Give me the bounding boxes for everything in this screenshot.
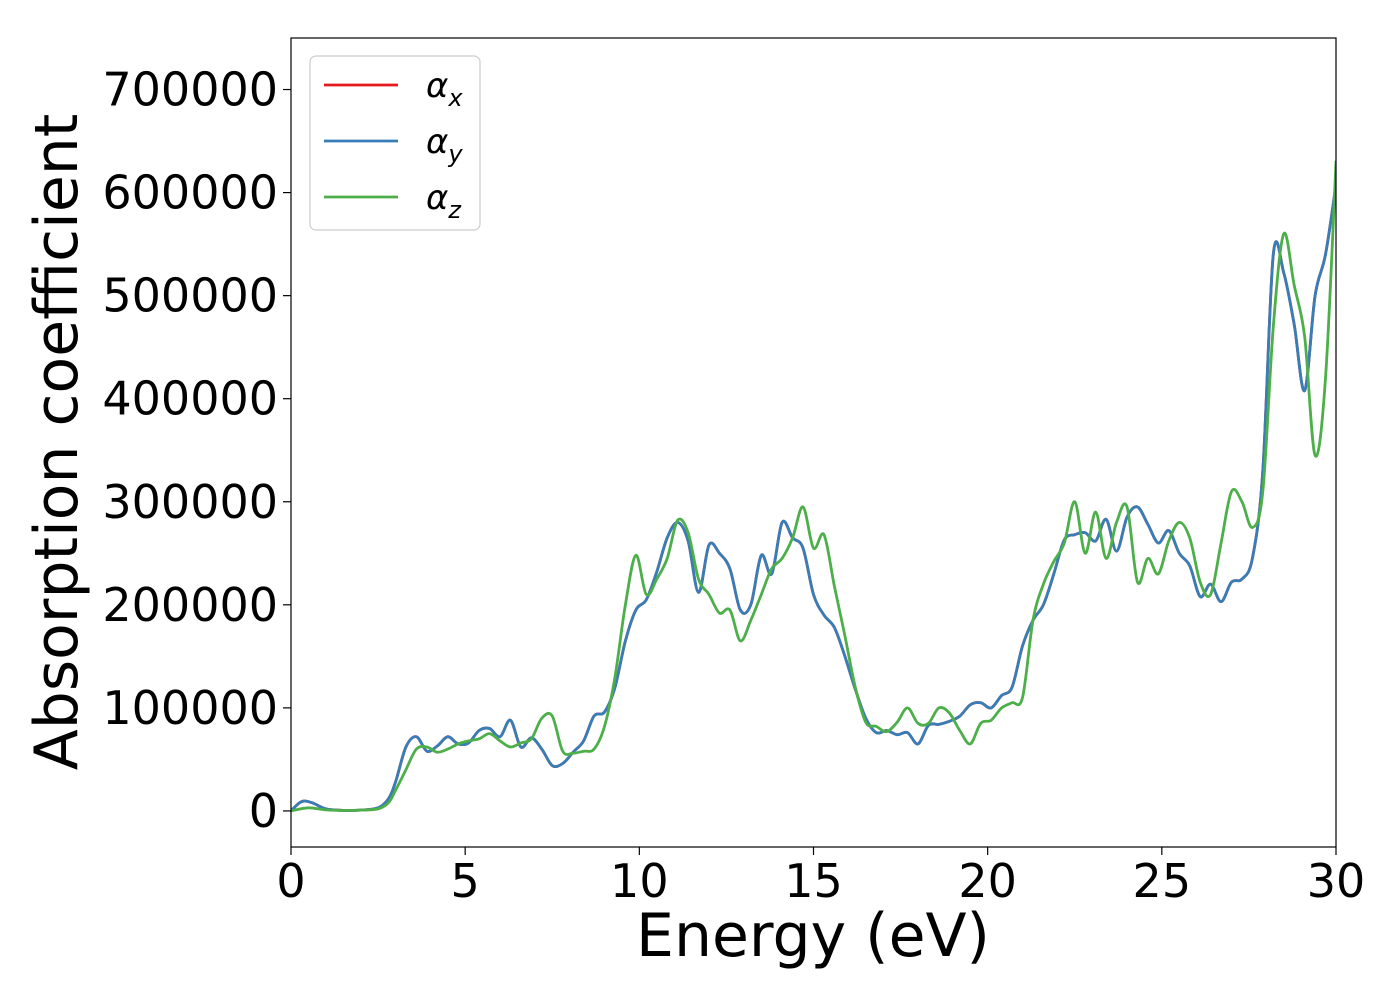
y-tick-label: 0 xyxy=(249,784,278,838)
x-axis-title: Energy (eV) xyxy=(636,901,990,971)
series-line-y xyxy=(291,182,1336,813)
legend-label-x: αx xyxy=(426,66,463,112)
y-tick-label: 300000 xyxy=(102,475,278,529)
y-tick-label: 600000 xyxy=(102,166,278,220)
y-tick-label: 700000 xyxy=(102,63,278,117)
x-tick-label: 30 xyxy=(1307,854,1366,908)
x-tick-label: 10 xyxy=(610,854,669,908)
series-layer xyxy=(291,160,1336,813)
legend-box xyxy=(309,55,481,231)
legend: αx αy αz xyxy=(309,55,481,231)
y-tick-label: 200000 xyxy=(102,578,278,632)
y-tick-label: 500000 xyxy=(102,269,278,323)
x-tick-label: 0 xyxy=(276,854,305,908)
series-line-z xyxy=(291,160,1336,813)
x-axis-ticks: 0 5 10 15 20 25 30 xyxy=(276,847,1365,908)
x-tick-label: 25 xyxy=(1133,854,1192,908)
legend-label-z: αz xyxy=(426,178,462,224)
legend-label-y: αy xyxy=(426,122,463,168)
y-tick-label: 400000 xyxy=(102,372,278,426)
x-tick-label: 5 xyxy=(451,854,480,908)
y-tick-label: 100000 xyxy=(102,681,278,735)
x-tick-label: 20 xyxy=(958,854,1017,908)
x-tick-label: 15 xyxy=(784,854,843,908)
y-axis-ticks: 0 100000 200000 300000 400000 500000 600000 700… xyxy=(102,63,291,838)
y-axis-title: Absorption coefficient xyxy=(22,114,92,771)
